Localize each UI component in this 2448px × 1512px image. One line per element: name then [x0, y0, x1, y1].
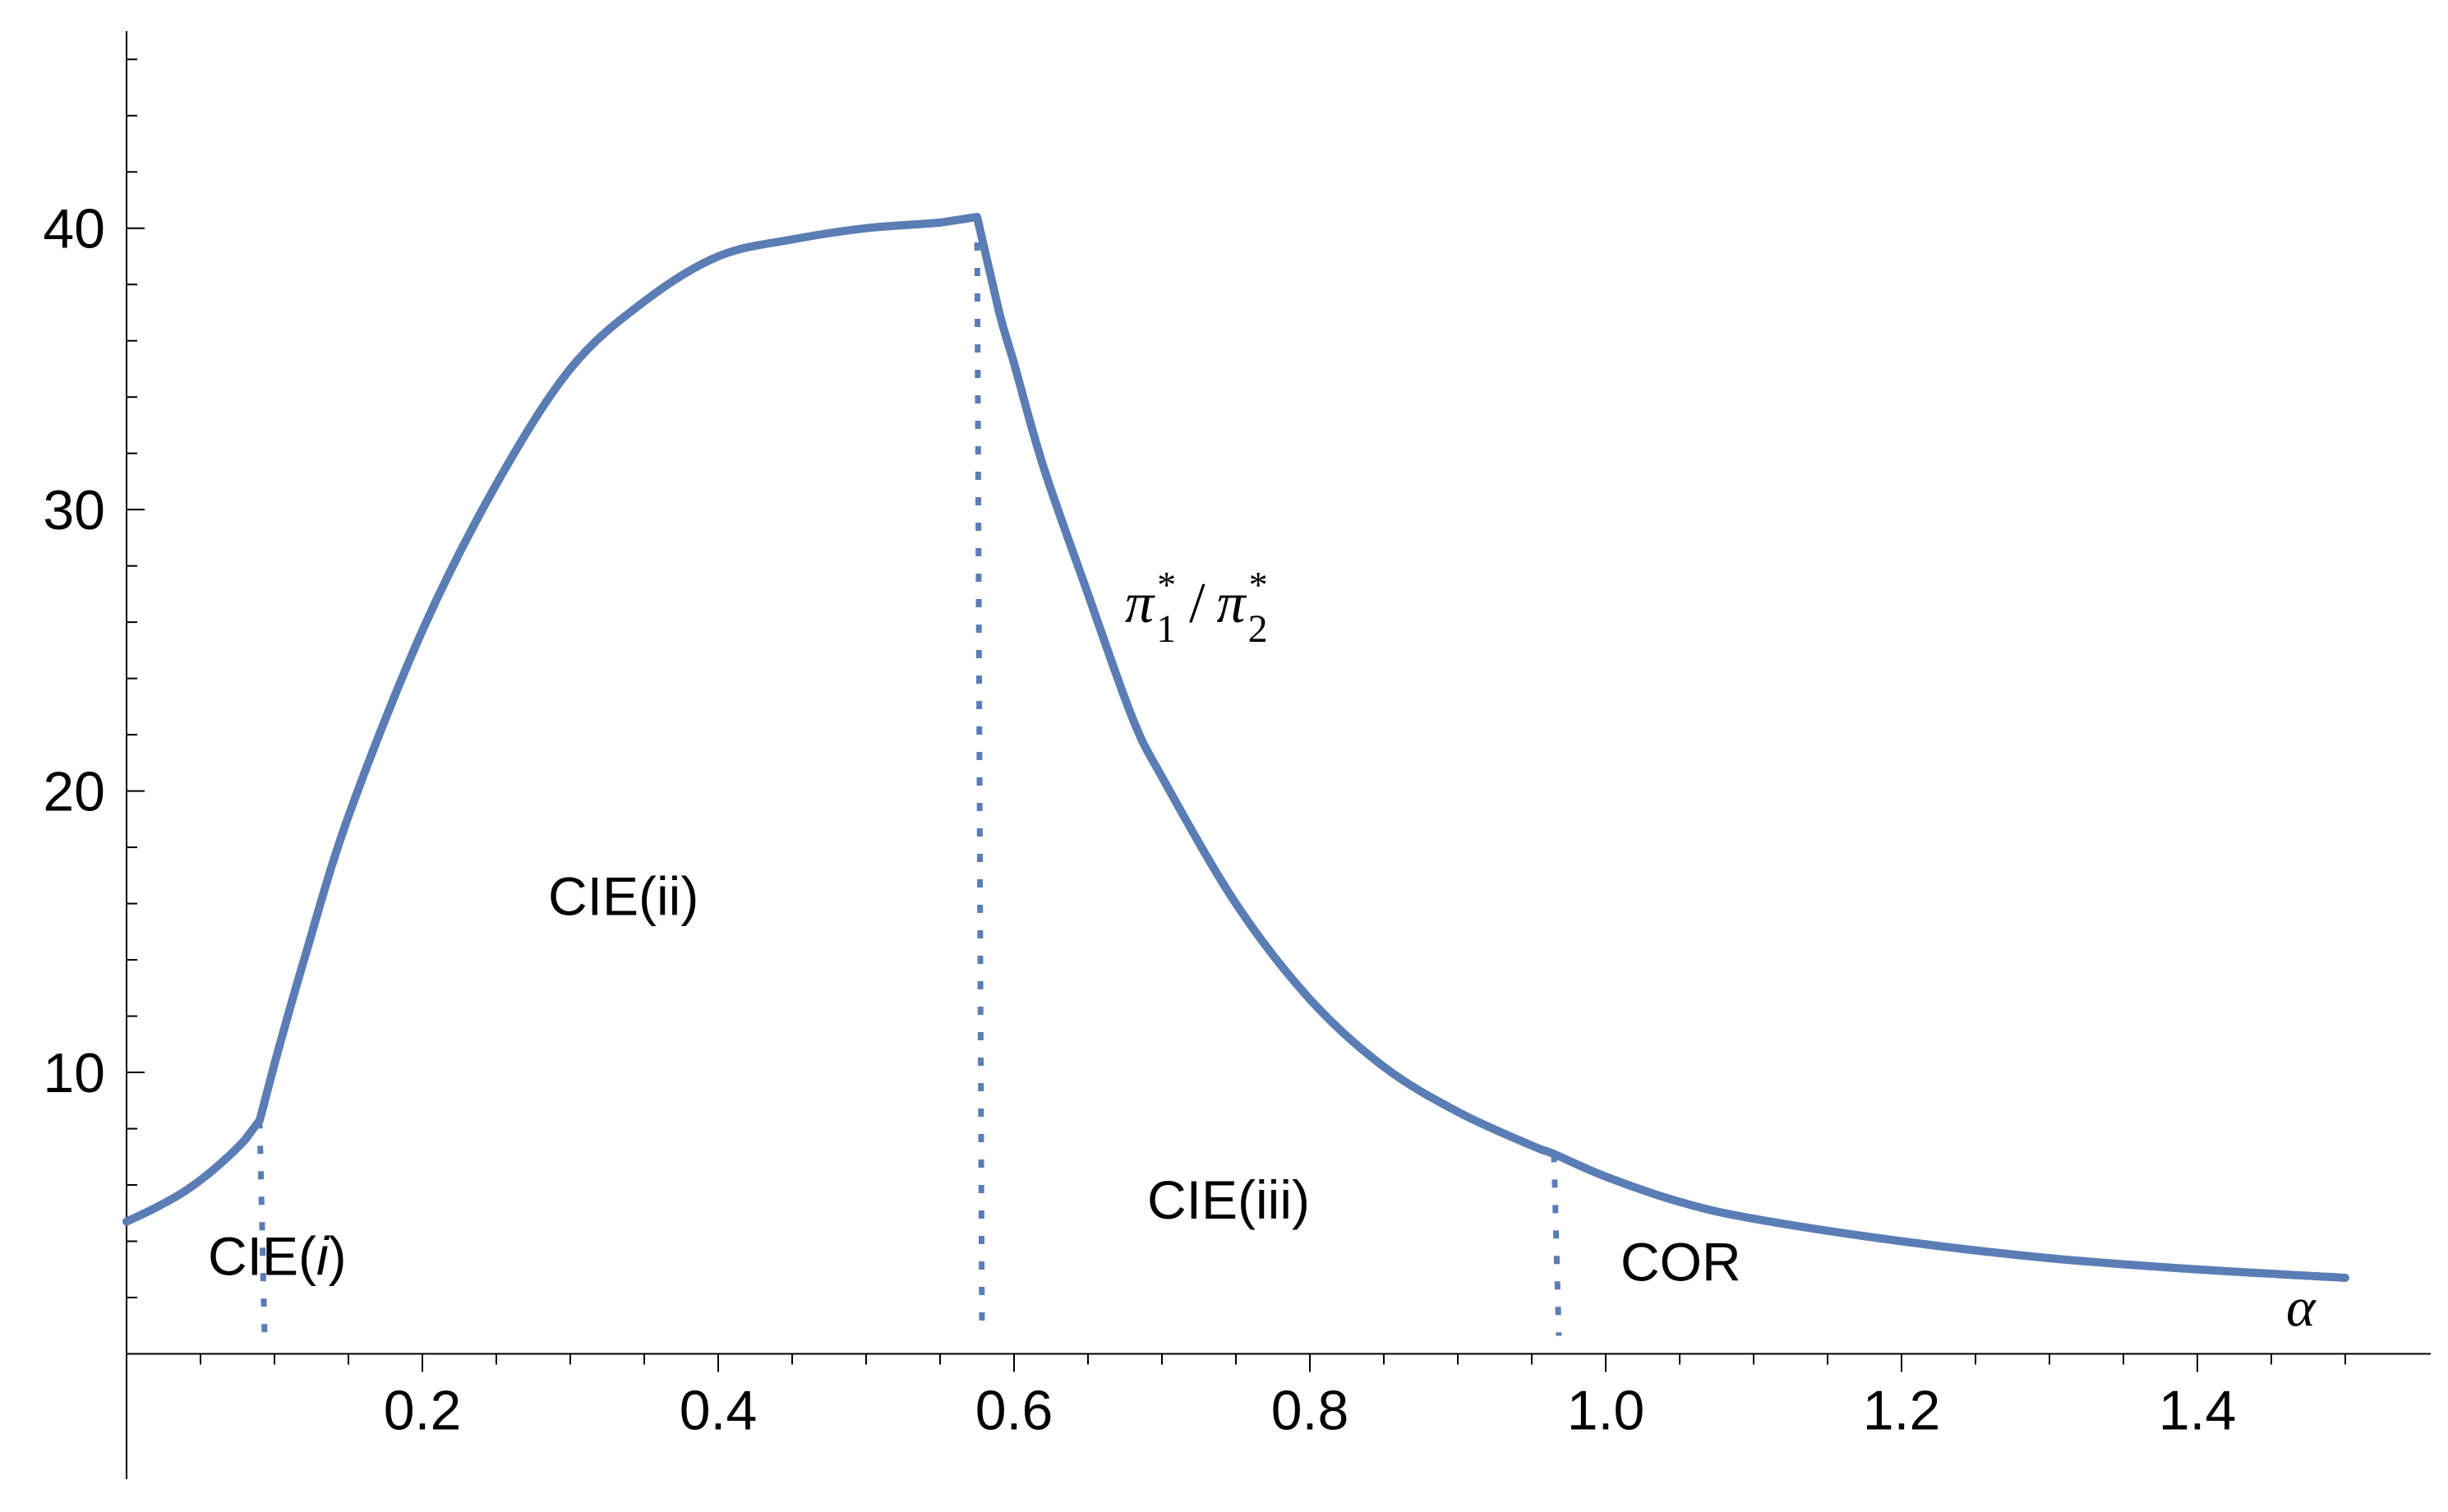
x-tick-label: 1.0 [1567, 1380, 1645, 1442]
x-tick-label: 0.8 [1271, 1380, 1349, 1442]
label-cie-iii: CIE(iii) [1147, 1169, 1310, 1230]
ticks [127, 58, 2346, 1372]
region-boundary [974, 217, 985, 1336]
series [122, 213, 2349, 1282]
x-axis-label-alpha: α [2286, 1275, 2317, 1338]
label-cie-i: CIE(i) [208, 1226, 347, 1287]
y-tick-label: 40 [43, 198, 105, 260]
region-boundaries [256, 217, 1562, 1336]
y-tick-label: 10 [43, 1042, 105, 1104]
x-tick-label: 0.6 [975, 1380, 1053, 1442]
y-tick-label: 30 [43, 479, 105, 542]
y-tick-label: 20 [43, 761, 105, 823]
region-boundary [256, 1120, 268, 1336]
label-cie-ii: CIE(ii) [548, 865, 698, 926]
axes [126, 31, 2431, 1479]
x-tick-label: 1.4 [2159, 1380, 2237, 1442]
profit-ratio-curve [122, 213, 2349, 1282]
annotations: CIE(i) CIE(ii) CIE(iii) COR π* 1/π* 2 α [208, 564, 2317, 1338]
x-tick-label: 0.4 [680, 1380, 758, 1442]
x-tick-label: 1.2 [1863, 1380, 1941, 1442]
label-cor: COR [1620, 1231, 1741, 1292]
region-boundary [1551, 1154, 1562, 1336]
x-tick-label: 0.2 [384, 1380, 462, 1442]
tick-labels: 0.2 0.4 0.6 0.8 1.0 1.2 1.4 10 20 30 40 [43, 198, 2236, 1442]
label-profit-ratio: π* 1/π* 2 [1125, 564, 1268, 651]
